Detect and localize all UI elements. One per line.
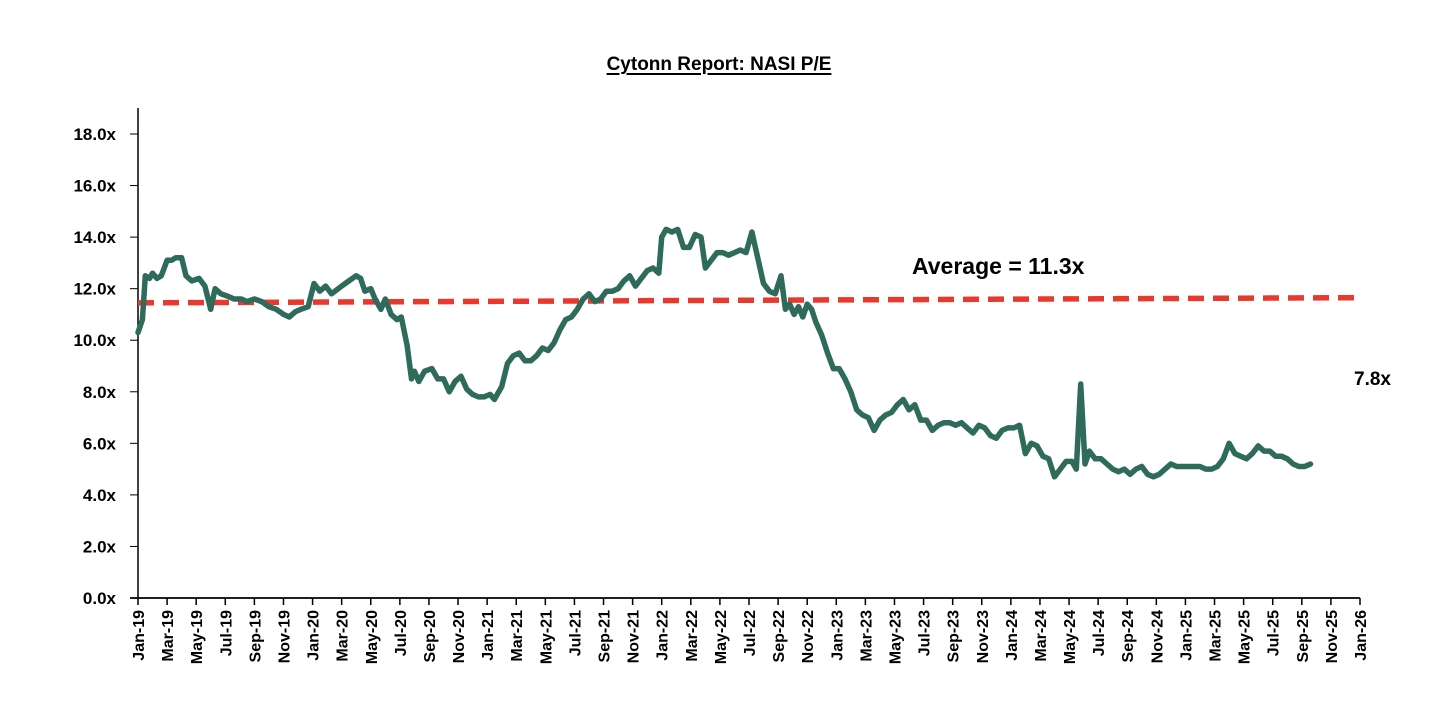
annotations: Average = 11.3x 7.8x — [912, 253, 1391, 390]
x-tick-label: Jul-19 — [218, 610, 235, 656]
x-tick-label: Jan-25 — [1178, 610, 1195, 661]
x-tick-label: Jul-25 — [1266, 610, 1283, 656]
x-tick-label: May-21 — [538, 610, 555, 664]
y-tick-label: 8.0x — [83, 383, 117, 402]
x-tick-label: May-25 — [1237, 610, 1254, 664]
x-tick-label: Nov-24 — [1149, 610, 1166, 663]
series-line-nasi-pe — [135, 226, 1314, 480]
x-tick-label: Mar-20 — [335, 610, 352, 662]
x-tick-label: Nov-19 — [276, 610, 293, 663]
x-tick-label: Sep-23 — [946, 610, 963, 663]
y-tick-label: 2.0x — [83, 537, 117, 556]
x-tick-label: Mar-19 — [160, 610, 177, 662]
x-tick-label: May-23 — [887, 610, 904, 664]
y-axis: 0.0x 2.0x 4.0x 6.0x 8.0x 10.0x 12.0x 14.0x 16.0x… — [73, 108, 139, 608]
x-tick-label: Jul-20 — [393, 610, 410, 656]
x-tick-label: Jul-21 — [567, 610, 584, 656]
y-tick-label: 10.0x — [73, 331, 116, 350]
x-tick-label: May-24 — [1062, 610, 1079, 664]
x-tick-label: Jan-24 — [1004, 610, 1021, 661]
y-tick-label: 16.0x — [73, 177, 116, 196]
x-tick-label: Sep-21 — [597, 610, 614, 663]
x-tick-label: May-22 — [713, 610, 730, 664]
x-tick-label: Nov-25 — [1324, 610, 1341, 663]
x-tick-label: Jul-23 — [917, 610, 934, 656]
y-tick-label: 4.0x — [83, 486, 117, 505]
x-tick-label: Mar-22 — [684, 610, 701, 662]
x-tick-label: Sep-24 — [1120, 610, 1137, 663]
y-tick-label: 0.0x — [83, 589, 117, 608]
x-tick-label: Mar-21 — [509, 610, 526, 662]
y-tick-label: 14.0x — [73, 228, 116, 247]
x-tick-label: Mar-24 — [1033, 610, 1050, 662]
average-label: Average = 11.3x — [912, 253, 1085, 279]
x-tick-label: Nov-22 — [800, 610, 817, 663]
chart-title: Cytonn Report: NASI P/E — [0, 54, 1438, 76]
x-tick-label: Nov-20 — [451, 610, 468, 663]
x-tick-label: Jul-22 — [742, 610, 759, 656]
x-tick-label: Sep-19 — [247, 610, 264, 663]
y-tick-label: 18.0x — [73, 125, 116, 144]
x-tick-label: Mar-25 — [1208, 610, 1225, 662]
x-tick-label: Jan-20 — [306, 610, 323, 661]
average-line-group — [137, 294, 1357, 306]
x-tick-label: May-20 — [364, 610, 381, 664]
average-line — [137, 294, 1357, 306]
x-tick-label: Sep-20 — [422, 610, 439, 663]
x-tick-label: Jan-23 — [829, 610, 846, 661]
x-tick-label: Jan-19 — [131, 610, 148, 661]
x-tick-label: Sep-22 — [771, 610, 788, 663]
x-tick-label: Jan-22 — [655, 610, 672, 661]
x-axis: Jan-19 Mar-19 May-19 Jul-19 Sep-19 Nov-19 Jan-… — [130, 597, 1370, 664]
y-tick-label: 6.0x — [83, 434, 117, 453]
x-tick-label: Jan-21 — [480, 610, 497, 661]
y-tick-label: 12.0x — [73, 280, 116, 299]
last-value-label: 7.8x — [1354, 369, 1391, 390]
x-tick-label: Nov-21 — [626, 610, 643, 663]
chart-title-text: Cytonn Report: NASI P/E — [606, 54, 832, 75]
series-group — [135, 226, 1314, 480]
x-tick-label: Jul-24 — [1091, 610, 1108, 656]
x-tick-label: Sep-25 — [1295, 610, 1312, 663]
x-tick-label: Jan-26 — [1353, 610, 1370, 661]
x-tick-label: Mar-23 — [858, 610, 875, 662]
x-tick-label: Nov-23 — [975, 610, 992, 663]
x-tick-label: May-19 — [189, 610, 206, 664]
